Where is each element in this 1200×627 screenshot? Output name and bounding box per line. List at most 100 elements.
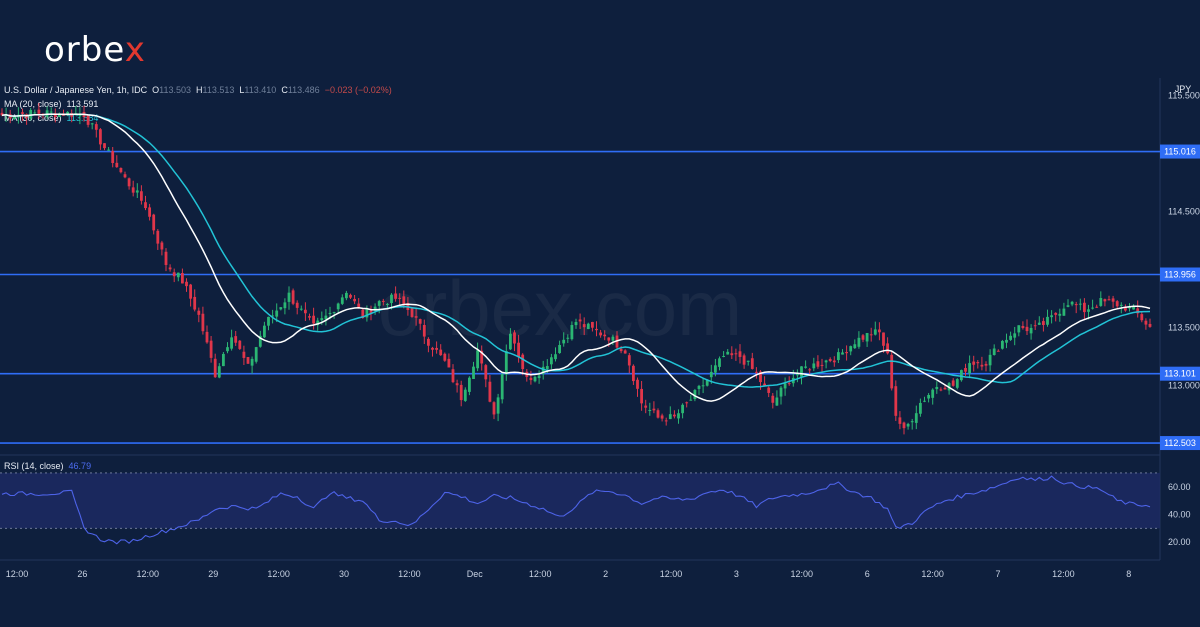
candle-body	[1119, 304, 1123, 306]
candle-body	[349, 294, 352, 298]
candle-body	[181, 273, 184, 284]
candle-body	[607, 337, 611, 341]
candle-body	[1074, 304, 1078, 306]
candle-body	[398, 297, 402, 299]
candle-body	[968, 363, 971, 374]
candle-body	[1111, 298, 1115, 302]
candle-body	[591, 322, 594, 328]
ma20-value: 113.591	[66, 99, 99, 109]
candle-body	[1050, 315, 1053, 318]
candle-body	[492, 402, 496, 415]
candle-body	[484, 365, 488, 380]
candle-body	[217, 366, 221, 378]
candle-body	[365, 308, 369, 318]
candle-body	[123, 174, 127, 178]
candle-body	[443, 353, 447, 361]
time-tick-label: 6	[865, 569, 870, 579]
rsi-label: RSI (14, close)	[4, 461, 64, 471]
candle-body	[566, 337, 570, 339]
ma30-line	[1, 113, 1151, 388]
candle-body	[664, 420, 668, 422]
candle-body	[107, 149, 110, 151]
candle-body	[353, 298, 356, 302]
candle-body	[1091, 307, 1094, 309]
candle-body	[759, 371, 762, 383]
candle-body	[254, 347, 258, 362]
candle-body	[705, 379, 709, 386]
candle-body	[201, 313, 205, 332]
candle-body	[951, 380, 955, 386]
candle-body	[1070, 301, 1074, 305]
candle-body	[886, 343, 889, 354]
candle-body	[1124, 306, 1127, 311]
candle-body	[1046, 316, 1049, 325]
candle-body	[554, 354, 557, 360]
candle-body	[480, 350, 484, 364]
candle-body	[267, 316, 270, 326]
candle-body	[295, 302, 299, 308]
candle-body	[1025, 326, 1029, 332]
candle-body	[771, 395, 775, 403]
candle-body	[386, 303, 389, 305]
candle-body	[668, 414, 672, 420]
candle-body	[603, 334, 607, 337]
candle-body	[1099, 297, 1103, 306]
candle-body	[1132, 305, 1135, 310]
candle-body	[955, 379, 959, 388]
candle-body	[652, 408, 656, 411]
candle-body	[931, 389, 935, 398]
candle-body	[755, 371, 758, 373]
candle-body	[402, 296, 406, 306]
candle-body	[336, 303, 340, 310]
candle-body	[1140, 314, 1144, 321]
candle-body	[611, 336, 615, 341]
candle-body	[99, 129, 102, 145]
high-value: 113.513	[202, 85, 235, 95]
candle-body	[271, 315, 274, 317]
candle-body	[472, 366, 475, 380]
candle-body	[853, 344, 857, 349]
candle-body	[894, 386, 898, 416]
candle-body	[714, 365, 717, 373]
candle-body	[304, 309, 307, 314]
candle-body	[787, 383, 791, 385]
candle-body	[156, 230, 160, 244]
candle-body	[427, 338, 430, 346]
candle-body	[685, 402, 689, 404]
candle-body	[250, 358, 254, 366]
candle-body	[234, 336, 238, 343]
candle-body	[960, 370, 963, 381]
candle-body	[763, 383, 766, 386]
candle-body	[283, 302, 287, 309]
candle-body	[394, 293, 397, 299]
ma20-label: MA (20, close)	[4, 99, 62, 109]
candle-body	[972, 361, 976, 365]
time-tick-label: 12:00	[791, 569, 814, 579]
candle-body	[496, 397, 500, 414]
candle-body	[709, 371, 713, 378]
close-value: 113.486	[287, 85, 320, 95]
time-tick-label: 12:00	[660, 569, 683, 579]
open-value: 113.503	[159, 85, 191, 95]
time-tick-label: 12:00	[1052, 569, 1075, 579]
candle-body	[849, 346, 853, 352]
candle-body	[390, 294, 393, 304]
time-tick-label: 12:00	[529, 569, 552, 579]
candle-body	[1087, 309, 1090, 312]
price-tick-label: 113.500	[1168, 322, 1200, 332]
candle-body	[1103, 299, 1107, 302]
candle-body	[779, 387, 783, 397]
candle-body	[1095, 306, 1099, 308]
candle-body	[644, 405, 648, 408]
candle-body	[213, 358, 217, 378]
candle-body	[1021, 326, 1025, 329]
candle-body	[1013, 333, 1017, 338]
candle-body	[316, 320, 320, 326]
candle-body	[673, 414, 676, 417]
candle-body	[135, 190, 139, 193]
candle-body	[619, 348, 623, 352]
candle-body	[148, 207, 151, 217]
candle-body	[1029, 327, 1033, 334]
candle-body	[984, 363, 988, 366]
